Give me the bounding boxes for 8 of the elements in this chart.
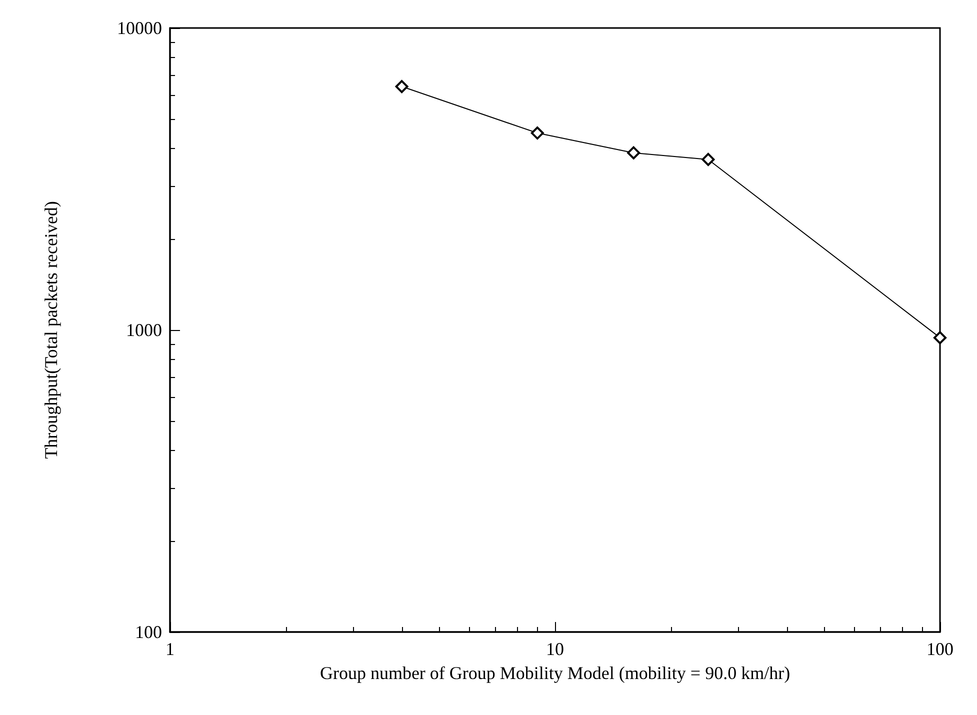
x-tick-label: 100: [926, 639, 954, 659]
x-axis-title: Group number of Group Mobility Model (mobility = 90.0 km/hr): [320, 663, 790, 683]
y-tick-label: 100: [135, 622, 162, 642]
y-tick-label: 1000: [126, 320, 162, 340]
y-axis-title: Throughput(Total packets received): [41, 201, 61, 459]
x-tick-label: 10: [546, 639, 564, 659]
y-tick-label: 10000: [117, 18, 162, 38]
x-tick-label: 1: [166, 639, 174, 659]
